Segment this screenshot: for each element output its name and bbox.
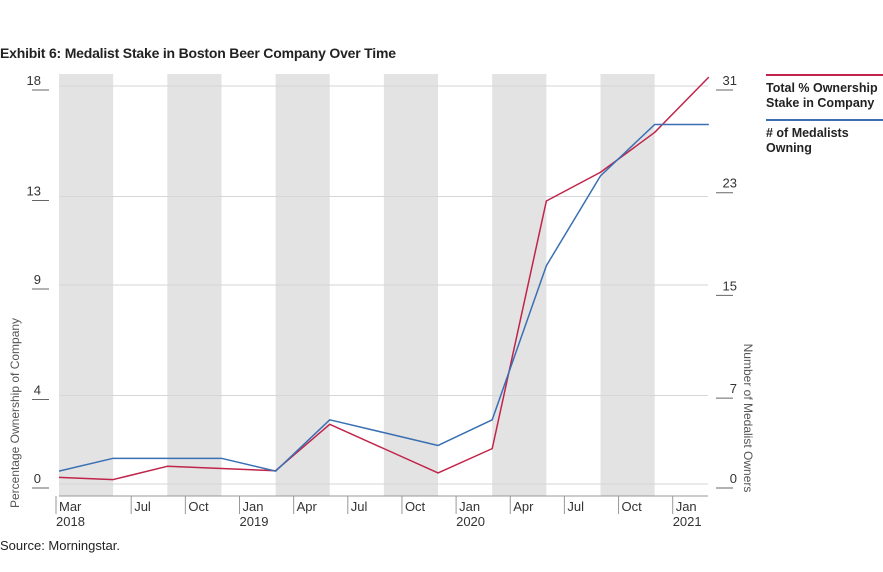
x-tick-month: Oct [405,499,426,514]
source-note: Source: Morningstar. [0,538,120,553]
y2-tick-label: 7 [730,381,737,396]
x-tick-month: Jan [676,499,697,514]
x-tick-month: Oct [622,499,643,514]
y2-tick-label: 31 [723,73,737,88]
x-tick-year: 2021 [673,514,702,529]
x-tick-month: Jan [459,499,480,514]
x-tick-month: Jan [243,499,264,514]
x-tick-month: Jul [567,499,584,514]
y-tick-label: 9 [34,272,41,287]
x-tick-year: 2020 [456,514,485,529]
x-tick-month: Apr [297,499,318,514]
y2-tick-label: 23 [723,176,737,191]
y-axis-title: Percentage Ownership of Company [8,318,22,508]
y2-tick-label: 15 [723,278,737,293]
y-tick-label: 18 [27,73,41,88]
x-tick-year: 2019 [240,514,269,529]
chart-title: Exhibit 6: Medalist Stake in Boston Beer… [0,45,396,61]
y2-axis-title: Number of Medalist Owners [741,344,755,493]
x-tick-month: Jul [351,499,368,514]
legend: Total % Ownership Stake in Company # of … [766,74,883,164]
legend-item-pct: Total % Ownership Stake in Company [766,74,883,111]
x-tick-month: Oct [188,499,209,514]
legend-label-owners: # of Medalists Owning [766,126,849,155]
legend-label-pct: Total % Ownership Stake in Company [766,81,878,110]
y-tick-label: 0 [34,471,41,486]
y-tick-label: 13 [27,184,41,199]
x-tick-month: Apr [513,499,534,514]
x-tick-month: Mar [59,499,82,514]
y2-tick-label: 0 [730,471,737,486]
x-tick-year: 2018 [56,514,85,529]
legend-item-owners: # of Medalists Owning [766,119,883,156]
y-tick-label: 4 [34,383,41,398]
x-tick-month: Jul [134,499,151,514]
